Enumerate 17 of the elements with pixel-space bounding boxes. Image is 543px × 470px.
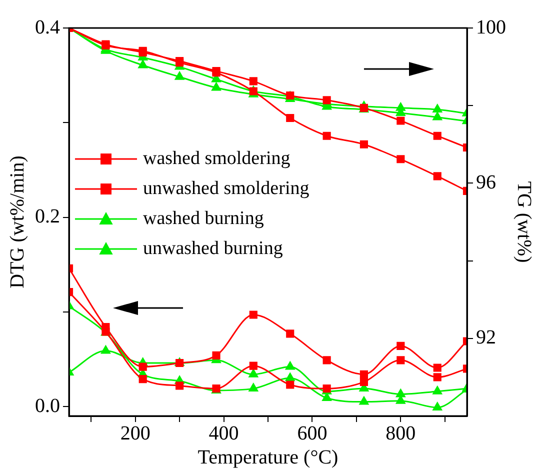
y-tick-label: 0.2 [35,206,60,228]
y2-tick-label: 100 [476,16,506,38]
x-tick-label: 400 [208,422,239,444]
x-tick-label: 200 [120,422,150,444]
y2-tick-label: 96 [476,171,496,194]
legend-label: unwashed burning [143,237,283,262]
x-tick-label: 600 [297,422,328,444]
legend-label: washed smoldering [143,147,290,172]
y2-tick-label: 92 [476,326,496,349]
y-tick-label: 0.4 [35,16,60,38]
legend-label: unwashed smoldering [143,177,310,202]
y-tick-label: 0.0 [35,394,60,417]
legend-label: washed burning [143,207,264,232]
x-tick-label: 800 [386,422,416,444]
x-axis-title: Temperature (°C) [198,446,338,468]
y-axis-title: DTG (wt%/min) [6,156,28,288]
y2-axis-title: TG (wt%) [512,181,535,263]
